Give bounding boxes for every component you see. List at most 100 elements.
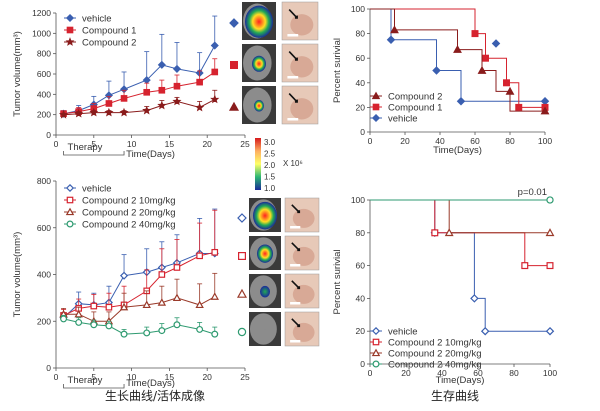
legend-entry: Compound 2 20mg/kg bbox=[64, 208, 175, 219]
legend-entry: Compound 2 10mg/kg bbox=[64, 196, 175, 207]
series-line bbox=[63, 251, 215, 316]
data-point bbox=[119, 302, 129, 311]
x-tick-label: 10 bbox=[127, 372, 137, 382]
legend-label: Compound 2 10mg/kg bbox=[388, 338, 481, 349]
x-tick-label: 15 bbox=[165, 372, 175, 382]
x-tick-label: 20 bbox=[401, 368, 411, 378]
row-marker bbox=[237, 327, 247, 337]
y-tick-label: 40 bbox=[356, 293, 366, 303]
bioluminescence-signal bbox=[245, 5, 273, 38]
y-tick-label: 1000 bbox=[32, 28, 51, 38]
legend-label: Compound 2 20mg/kg bbox=[388, 349, 481, 360]
x-tick-label: 40 bbox=[435, 136, 445, 146]
data-point bbox=[444, 228, 454, 237]
tumor-shape bbox=[292, 322, 315, 342]
legend-entry: vehicle bbox=[370, 114, 418, 125]
data-point bbox=[158, 86, 166, 94]
data-point bbox=[196, 78, 203, 86]
y-tick-label: 1200 bbox=[32, 8, 51, 18]
legend-entry: Compound 2 40mg/kg bbox=[64, 220, 175, 231]
data-point bbox=[90, 321, 98, 329]
legend-label: Compound 1 bbox=[388, 103, 442, 114]
bioluminescence-signal bbox=[260, 285, 270, 298]
bioluminescence-signal bbox=[257, 244, 273, 263]
data-point bbox=[157, 298, 167, 306]
row-marker bbox=[230, 60, 239, 69]
legend-marker bbox=[371, 348, 381, 357]
data-point bbox=[546, 262, 554, 270]
row-marker bbox=[229, 18, 239, 28]
y-tick-label: 40 bbox=[356, 78, 366, 88]
colorbar-tick-label: 3.0 bbox=[264, 138, 276, 147]
legend-label: Compound 2 40mg/kg bbox=[388, 360, 481, 371]
caption-left: 生长曲线/活体成像 bbox=[105, 389, 205, 403]
tumor-shape bbox=[292, 246, 315, 266]
legend-label: Compound 1 bbox=[82, 26, 136, 37]
data-point bbox=[196, 252, 203, 260]
chart-tumor_top: 0 200 400 600 800 1000 1200 0 5 10 15 20 25 Time(Days… bbox=[12, 8, 250, 160]
data-point bbox=[546, 196, 554, 204]
y-tick-label: 20 bbox=[356, 102, 366, 112]
data-point bbox=[90, 302, 98, 310]
y-tick-label: 600 bbox=[37, 223, 51, 233]
data-point bbox=[505, 86, 515, 95]
data-point bbox=[89, 107, 99, 117]
series-compound-2-20mg/kg bbox=[59, 272, 219, 325]
photo-top-1 bbox=[281, 1, 319, 41]
legend-marker bbox=[66, 196, 74, 204]
row-marker bbox=[236, 288, 248, 298]
legend-label: Compound 2 10mg/kg bbox=[82, 196, 175, 207]
series-line bbox=[63, 318, 215, 335]
y-tick-label: 800 bbox=[37, 49, 51, 59]
x-tick-label: 25 bbox=[240, 139, 250, 149]
legend-label: Compound 2 bbox=[82, 38, 136, 49]
y-axis-label: Tumor volume(mm³) bbox=[12, 232, 23, 318]
data-point bbox=[211, 330, 219, 338]
legend-marker bbox=[371, 91, 381, 100]
data-point bbox=[195, 300, 204, 309]
caption-right: 生存曲线 bbox=[431, 389, 479, 403]
legend-label: Compound 2 20mg/kg bbox=[82, 208, 175, 219]
x-tick-label: 10 bbox=[127, 139, 137, 149]
colorbar-tick-label: 1.5 bbox=[264, 173, 276, 182]
series-line bbox=[63, 45, 216, 115]
data-point bbox=[120, 95, 128, 102]
data-point bbox=[173, 82, 181, 90]
arrow-icon bbox=[291, 242, 301, 252]
arrow-icon bbox=[288, 9, 298, 19]
y-axis-label: Tumor volume(mm³) bbox=[12, 31, 23, 117]
photo-top-3 bbox=[281, 85, 319, 125]
survival-line bbox=[370, 8, 545, 102]
y-tick-label: 200 bbox=[37, 316, 51, 326]
arrow-icon bbox=[291, 204, 301, 214]
ivis-top-2 bbox=[242, 44, 276, 82]
colorbar-tick-label: 2.0 bbox=[264, 161, 276, 170]
data-point bbox=[143, 329, 151, 337]
legend-marker bbox=[371, 326, 381, 336]
y-tick-label: 200 bbox=[37, 110, 51, 120]
data-point bbox=[119, 107, 129, 117]
ivis-bottom-2 bbox=[249, 236, 281, 270]
scale-bar bbox=[290, 340, 301, 343]
tumor-shape bbox=[290, 98, 314, 120]
legend-entry: vehicle bbox=[64, 184, 112, 195]
legend-label: vehicle bbox=[82, 14, 112, 25]
scale-bar bbox=[287, 118, 299, 121]
scale-bar bbox=[287, 34, 299, 37]
colorbar-tick-label: 1.0 bbox=[264, 184, 276, 193]
series-line bbox=[63, 296, 216, 322]
legend-entry: Compound 1 bbox=[64, 26, 136, 37]
arrow-icon bbox=[291, 318, 301, 328]
arrow-icon bbox=[291, 280, 301, 290]
y-tick-label: 400 bbox=[37, 89, 51, 99]
data-point bbox=[545, 228, 555, 237]
series-line bbox=[63, 71, 216, 115]
ivis-bottom-1 bbox=[249, 198, 281, 232]
y-tick-label: 600 bbox=[37, 69, 51, 79]
data-point bbox=[482, 54, 489, 62]
x-tick-label: 100 bbox=[538, 136, 552, 146]
data-point bbox=[58, 109, 69, 119]
x-axis-label: Time(Days) bbox=[436, 375, 485, 386]
ivis-top-3 bbox=[242, 86, 276, 124]
legend-entry: Compound 2 40mg/kg bbox=[370, 360, 481, 371]
